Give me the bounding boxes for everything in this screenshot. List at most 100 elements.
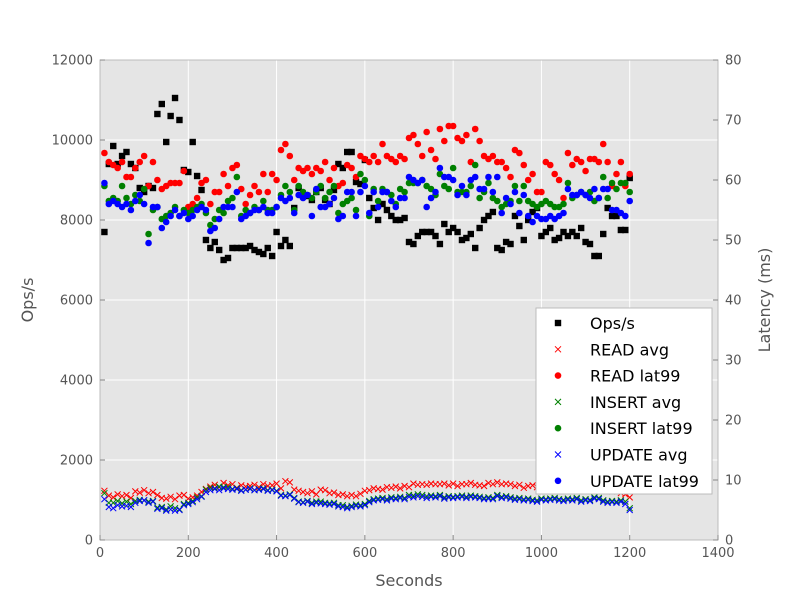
y-tick-label: 8000 xyxy=(60,214,93,229)
data-point xyxy=(268,252,276,260)
data-point xyxy=(520,182,528,190)
data-point xyxy=(423,228,430,236)
data-point xyxy=(529,208,536,216)
data-point xyxy=(167,212,174,220)
data-point xyxy=(224,182,232,190)
data-point xyxy=(343,492,351,500)
data-point xyxy=(485,179,492,187)
data-point xyxy=(458,236,466,244)
legend-marker xyxy=(554,319,562,327)
data-point xyxy=(542,228,550,236)
data-point xyxy=(207,486,214,494)
data-point xyxy=(365,498,373,506)
data-point xyxy=(516,209,523,217)
data-point xyxy=(560,209,567,217)
data-point xyxy=(392,495,400,503)
data-point xyxy=(463,131,470,139)
data-point xyxy=(308,500,316,508)
data-point xyxy=(330,186,338,194)
data-point xyxy=(392,158,400,166)
data-point xyxy=(533,498,541,505)
data-point xyxy=(516,481,523,489)
data-point xyxy=(485,212,492,220)
data-point xyxy=(418,491,426,499)
data-point xyxy=(229,203,236,211)
data-point xyxy=(441,220,448,228)
data-point xyxy=(489,495,497,503)
data-point xyxy=(564,232,572,240)
data-point xyxy=(507,480,514,488)
data-point xyxy=(427,194,435,202)
data-point xyxy=(427,228,435,236)
data-point xyxy=(436,491,444,499)
data-point xyxy=(299,488,307,496)
data-point xyxy=(149,488,157,496)
data-point xyxy=(441,137,448,145)
data-point xyxy=(251,182,258,190)
data-point xyxy=(109,494,117,501)
x-tick-label: 1200 xyxy=(613,546,646,561)
data-point xyxy=(493,197,501,205)
data-point xyxy=(282,236,289,244)
data-point xyxy=(357,170,364,178)
data-point xyxy=(114,164,121,172)
data-point xyxy=(458,493,466,501)
data-point xyxy=(224,483,232,491)
data-point xyxy=(326,176,333,184)
data-point xyxy=(613,170,620,178)
data-point xyxy=(145,499,152,507)
data-point xyxy=(445,185,453,193)
data-point xyxy=(436,492,444,500)
data-point xyxy=(339,491,347,498)
data-point xyxy=(463,191,470,199)
data-point xyxy=(626,197,634,205)
y-right-tick-label: 60 xyxy=(725,174,742,189)
data-point xyxy=(339,164,346,172)
data-point xyxy=(617,158,625,166)
data-point xyxy=(211,485,219,493)
data-point xyxy=(171,495,179,503)
data-point xyxy=(304,489,311,497)
data-point xyxy=(591,185,598,193)
legend-marker xyxy=(554,372,562,379)
data-point xyxy=(167,506,174,513)
data-point xyxy=(167,112,174,120)
data-point xyxy=(352,212,360,220)
data-point xyxy=(184,500,192,508)
data-point xyxy=(101,179,108,187)
data-point xyxy=(189,497,197,505)
x-tick-label: 0 xyxy=(96,546,104,561)
data-point xyxy=(379,486,386,493)
data-point xyxy=(215,215,223,223)
data-point xyxy=(419,228,426,236)
data-point xyxy=(330,499,338,507)
data-point xyxy=(511,188,519,196)
data-point xyxy=(599,497,607,504)
data-point xyxy=(255,483,263,491)
data-point xyxy=(264,244,271,252)
data-point xyxy=(277,146,285,154)
data-point xyxy=(555,176,563,184)
data-point xyxy=(560,200,567,208)
data-point xyxy=(582,167,589,175)
data-point xyxy=(622,226,629,234)
data-point xyxy=(162,507,170,514)
data-point xyxy=(582,238,589,246)
data-point xyxy=(595,194,603,202)
series-update-avg xyxy=(101,485,634,514)
legend-entry-label: UPDATE avg xyxy=(590,446,688,465)
data-point xyxy=(123,200,130,208)
data-point xyxy=(621,500,629,508)
data-point xyxy=(295,487,302,495)
data-point xyxy=(286,242,294,250)
data-point xyxy=(383,497,391,504)
data-point xyxy=(202,488,210,496)
data-point xyxy=(339,212,347,220)
data-point xyxy=(123,194,130,202)
data-point xyxy=(379,494,386,502)
data-point xyxy=(162,218,170,226)
data-point xyxy=(440,480,448,487)
data-point xyxy=(569,228,576,236)
data-point xyxy=(304,164,311,172)
